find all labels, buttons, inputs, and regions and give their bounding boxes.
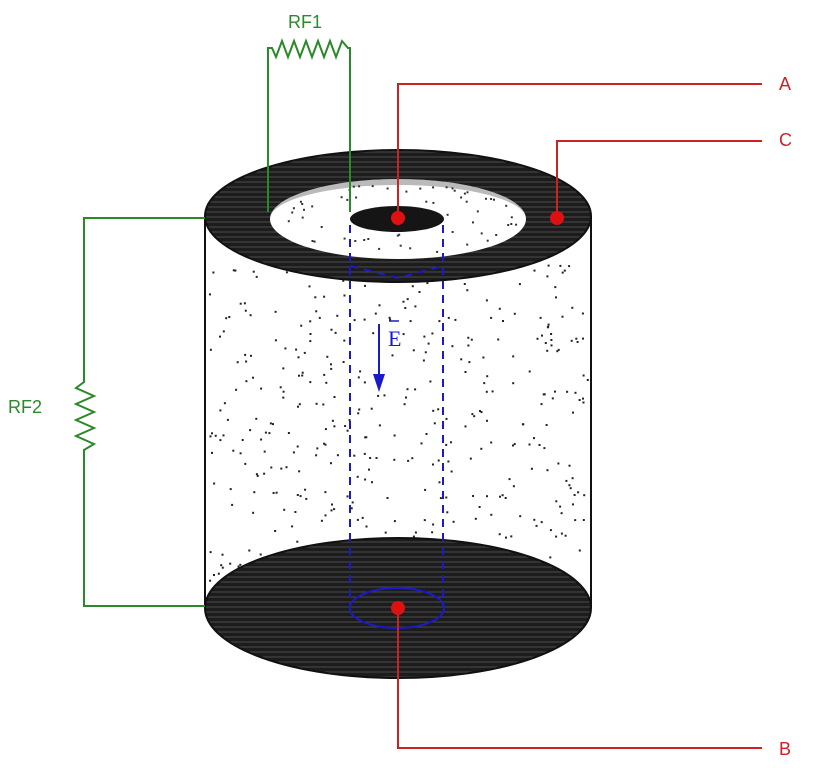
rf1-label: RF1 [288, 12, 322, 32]
rf2-label: RF2 [8, 397, 42, 417]
terminal-b-wire [397, 608, 762, 749]
terminal-b-label: B [779, 739, 791, 759]
rf1-wire [267, 38, 351, 212]
terminal-c-dot [550, 211, 564, 225]
rf2-wire [73, 217, 205, 607]
terminal-a-dot [391, 211, 405, 225]
field-label: E [388, 326, 401, 351]
terminal-b-dot [391, 601, 405, 615]
field-arrow [373, 320, 399, 392]
terminal-c-label: C [779, 130, 792, 150]
terminal-a-wire [397, 83, 762, 218]
terminal-c-wire [556, 140, 762, 218]
inner-cylinder-outline [349, 225, 444, 606]
terminal-a-label: A [779, 74, 791, 94]
